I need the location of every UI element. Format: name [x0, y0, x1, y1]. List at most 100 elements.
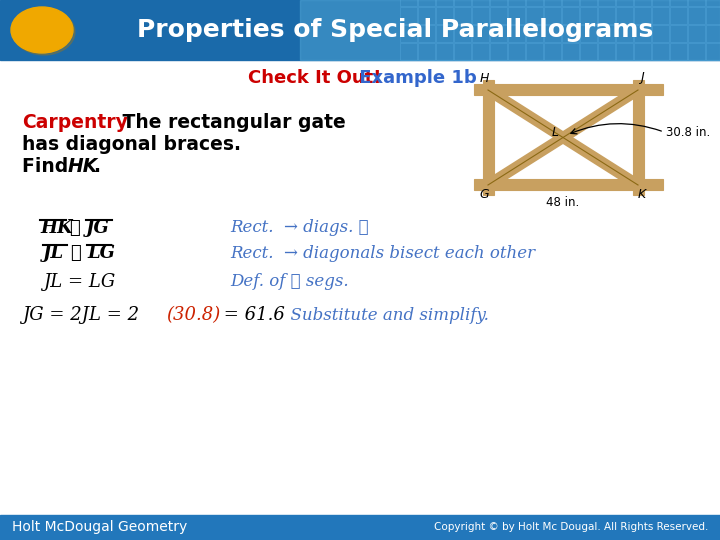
Bar: [544, 25, 561, 42]
Text: 30.8 in.: 30.8 in.: [666, 125, 710, 138]
Bar: [706, 7, 720, 24]
Text: K: K: [638, 188, 646, 201]
Ellipse shape: [11, 7, 73, 53]
Bar: [472, 0, 489, 6]
Bar: [634, 7, 651, 24]
Bar: [474, 179, 663, 190]
Text: Properties of Special Parallelograms: Properties of Special Parallelograms: [137, 18, 653, 42]
Bar: [436, 0, 453, 6]
Text: ≅: ≅: [70, 244, 81, 262]
Text: LG: LG: [87, 244, 115, 262]
Bar: [400, 43, 417, 60]
Text: Def. of ≅ segs.: Def. of ≅ segs.: [230, 273, 348, 291]
Bar: [580, 43, 597, 60]
Bar: [418, 7, 435, 24]
Bar: [508, 0, 525, 6]
Bar: [454, 0, 471, 6]
Text: HK: HK: [68, 157, 98, 176]
Text: Find: Find: [22, 157, 75, 176]
Bar: [436, 43, 453, 60]
Bar: [670, 25, 687, 42]
Bar: [490, 0, 507, 6]
Bar: [544, 7, 561, 24]
Bar: [616, 25, 633, 42]
Text: JG = 2JL = 2: JG = 2JL = 2: [22, 306, 139, 324]
Bar: [474, 84, 663, 95]
Text: HK: HK: [40, 219, 73, 237]
Bar: [400, 25, 417, 42]
Text: The rectangular gate: The rectangular gate: [116, 112, 346, 132]
Bar: [598, 0, 615, 6]
Bar: [526, 25, 543, 42]
Bar: [300, 0, 720, 60]
Bar: [706, 25, 720, 42]
Ellipse shape: [13, 9, 75, 55]
Bar: [544, 0, 561, 6]
Bar: [400, 0, 417, 6]
Text: Example 1b: Example 1b: [353, 69, 477, 87]
Bar: [418, 43, 435, 60]
Bar: [562, 7, 579, 24]
Text: 48 in.: 48 in.: [546, 197, 580, 210]
Bar: [526, 0, 543, 6]
Bar: [652, 43, 669, 60]
Text: has diagonal braces.: has diagonal braces.: [22, 134, 241, 153]
Bar: [634, 25, 651, 42]
Bar: [580, 7, 597, 24]
Text: Carpentry: Carpentry: [22, 112, 128, 132]
Bar: [454, 25, 471, 42]
Bar: [0, 60, 720, 515]
Text: (30.8): (30.8): [166, 306, 220, 324]
Bar: [418, 25, 435, 42]
Bar: [418, 0, 435, 6]
Bar: [652, 25, 669, 42]
Text: JG: JG: [86, 219, 110, 237]
Bar: [634, 43, 651, 60]
Text: G: G: [480, 188, 489, 201]
Bar: [562, 0, 579, 6]
Bar: [634, 0, 651, 6]
Bar: [490, 43, 507, 60]
Bar: [472, 7, 489, 24]
Bar: [580, 25, 597, 42]
Bar: [598, 7, 615, 24]
Bar: [580, 0, 597, 6]
Text: .: .: [93, 157, 100, 176]
Text: Rect.  → diagonals bisect each other: Rect. → diagonals bisect each other: [230, 245, 535, 261]
Bar: [688, 7, 705, 24]
Bar: [436, 25, 453, 42]
Bar: [454, 43, 471, 60]
Text: J: J: [640, 71, 644, 84]
Text: JL = LG: JL = LG: [43, 273, 115, 291]
Bar: [508, 43, 525, 60]
Bar: [490, 7, 507, 24]
Text: JL: JL: [43, 244, 64, 262]
Text: = 61.6: = 61.6: [218, 306, 285, 324]
Bar: [0, 0, 720, 60]
Bar: [652, 7, 669, 24]
Text: Holt McDougal Geometry: Holt McDougal Geometry: [12, 520, 187, 534]
Bar: [526, 43, 543, 60]
Bar: [508, 25, 525, 42]
Bar: [706, 0, 720, 6]
Bar: [688, 25, 705, 42]
Bar: [598, 25, 615, 42]
Bar: [688, 0, 705, 6]
Text: Check It Out!: Check It Out!: [248, 69, 382, 87]
Text: Substitute and simplify.: Substitute and simplify.: [280, 307, 489, 323]
Bar: [688, 43, 705, 60]
Bar: [670, 7, 687, 24]
Bar: [652, 0, 669, 6]
Bar: [706, 43, 720, 60]
Bar: [483, 80, 494, 195]
Bar: [0, 515, 720, 540]
Bar: [508, 7, 525, 24]
Bar: [400, 7, 417, 24]
Text: L: L: [552, 126, 559, 139]
Text: Rect.  → diags. ≅: Rect. → diags. ≅: [230, 219, 369, 237]
Bar: [598, 43, 615, 60]
Bar: [472, 25, 489, 42]
Bar: [436, 7, 453, 24]
Bar: [633, 80, 644, 195]
Text: H: H: [480, 71, 489, 84]
